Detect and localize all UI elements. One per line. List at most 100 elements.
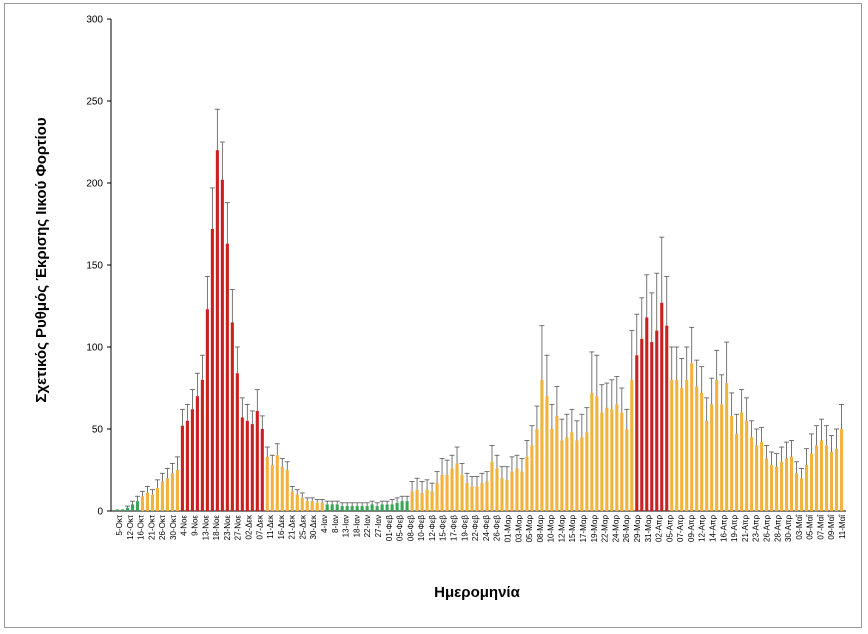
y-tick-label: 250 xyxy=(86,97,103,108)
bar xyxy=(710,404,714,511)
bar xyxy=(510,471,514,511)
bar xyxy=(650,342,654,511)
bar xyxy=(695,386,699,511)
x-tick-label: 10-Μαρ xyxy=(547,515,556,543)
x-tick-label: 15-Φεβ xyxy=(439,515,448,542)
bar xyxy=(565,437,569,511)
x-tick-label: 30-Απρ xyxy=(784,515,793,542)
x-tick-label: 12-Οκτ xyxy=(126,514,135,540)
bar xyxy=(570,432,574,511)
bar xyxy=(435,483,439,511)
bar xyxy=(834,448,839,511)
y-axis-label: Σχετικός Ρυθμός Έκρισης Ιικού Φορτίου xyxy=(33,117,50,402)
bar xyxy=(350,506,354,511)
x-tick-label: 13-Νοε xyxy=(201,515,210,541)
bar xyxy=(165,478,169,511)
x-tick-label: 4-Νοε xyxy=(180,515,189,536)
bar xyxy=(605,407,609,511)
x-tick-label: 22-Ιαν xyxy=(363,515,372,537)
x-tick-label: 05-Απρ xyxy=(665,515,674,542)
bar xyxy=(250,424,254,511)
x-tick-label: 12-Φεβ xyxy=(428,515,437,542)
x-tick-label: 09-Απρ xyxy=(687,515,696,542)
x-tick-label: 30-Οκτ xyxy=(169,514,178,540)
bar xyxy=(715,379,719,511)
bar xyxy=(365,506,369,511)
bar xyxy=(670,379,674,511)
x-tick-label: 8-Ιαν xyxy=(331,515,340,533)
bar xyxy=(615,404,619,511)
bar xyxy=(839,429,844,511)
bar xyxy=(305,501,309,511)
bar xyxy=(480,483,484,511)
x-tick-label: 29-Μαρ xyxy=(633,515,642,543)
bar xyxy=(635,355,639,511)
x-tick-label: 19-Απρ xyxy=(730,515,739,542)
bar xyxy=(824,445,829,511)
bar xyxy=(520,471,524,511)
bar xyxy=(430,491,434,511)
bar xyxy=(240,417,244,511)
bar xyxy=(575,440,579,511)
error-bars xyxy=(124,108,845,508)
bar xyxy=(590,392,594,511)
bar xyxy=(730,415,734,511)
bar xyxy=(400,501,404,511)
bar xyxy=(205,309,209,511)
bar xyxy=(610,409,614,511)
bar xyxy=(700,392,704,511)
x-tick-label: 05-Μαΐ xyxy=(806,514,815,540)
bar xyxy=(580,437,584,511)
y-tick-label: 150 xyxy=(86,261,103,272)
x-tick-label: 08-Μαρ xyxy=(536,515,545,543)
x-tick-label: 01-Φεβ xyxy=(385,515,394,542)
bar xyxy=(800,478,804,511)
x-tick-label: 11-Μαΐ xyxy=(838,514,847,539)
bar xyxy=(630,379,634,511)
bar xyxy=(340,506,344,511)
x-tick-label: 12-Απρ xyxy=(698,515,707,542)
bar xyxy=(600,412,604,511)
bar xyxy=(460,474,464,511)
bar xyxy=(295,494,299,511)
bar xyxy=(620,412,624,511)
y-tick-label: 300 xyxy=(86,15,103,26)
bar xyxy=(655,330,659,511)
x-tick-label: 21-Δεκ xyxy=(288,514,297,539)
bar xyxy=(120,509,125,511)
bar xyxy=(170,473,174,511)
bar xyxy=(245,420,249,511)
bar xyxy=(790,456,794,511)
bar xyxy=(185,420,189,511)
bar xyxy=(315,502,319,511)
bar xyxy=(545,396,549,511)
bar xyxy=(485,481,489,511)
x-tick-label: 18-Ιαν xyxy=(352,515,361,537)
x-tick-label: 30-Δεκ xyxy=(309,514,318,539)
bar xyxy=(425,489,429,511)
bar xyxy=(115,509,120,511)
bar xyxy=(819,440,824,511)
x-tick-label: 17-Μαρ xyxy=(579,515,588,543)
x-tick-label: 23-Νοε xyxy=(223,515,232,541)
bar xyxy=(550,429,554,511)
x-tick-label: 19-Μαρ xyxy=(590,515,599,543)
bar xyxy=(690,363,694,511)
bar xyxy=(765,458,769,511)
bar xyxy=(195,396,199,511)
bar xyxy=(270,465,274,511)
x-tick-label: 03-Μαρ xyxy=(514,515,523,543)
x-tick-label: 22-Φεβ xyxy=(471,515,480,542)
x-tick-label: 13-Ιαν xyxy=(342,515,351,537)
bar xyxy=(275,455,279,511)
bar xyxy=(595,396,599,511)
x-tick-label: 10-Φεβ xyxy=(417,515,426,542)
bar xyxy=(705,420,709,511)
y-ticks: 0 50 100 150 200 250 300 xyxy=(86,15,111,518)
x-tick-label: 17-Φεβ xyxy=(450,515,459,542)
bar xyxy=(235,373,239,511)
bar xyxy=(475,486,479,511)
bar xyxy=(665,325,669,511)
bar xyxy=(645,317,649,511)
x-tick-label: 21-Οκτ xyxy=(147,514,156,540)
